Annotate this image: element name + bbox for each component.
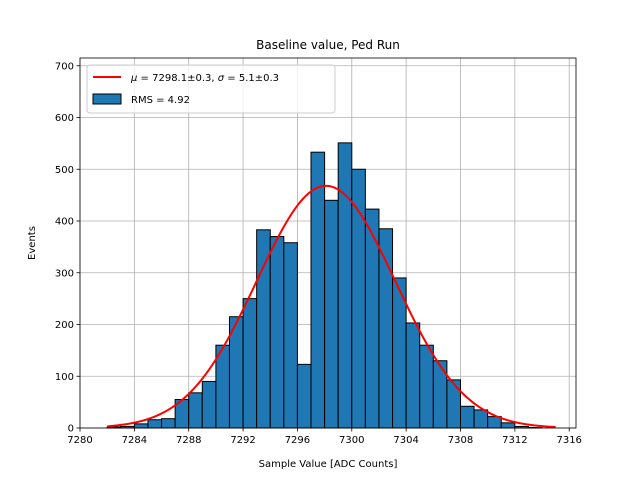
histogram-bar — [378, 228, 394, 429]
histogram-bar — [337, 142, 353, 429]
x-tick-label: 7280 — [67, 435, 92, 446]
legend-box — [86, 64, 336, 114]
y-tick-label: 100 — [55, 372, 74, 383]
histogram-bar — [419, 344, 434, 429]
x-tick-label: 7292 — [230, 435, 255, 446]
legend: μ = 7298.1±0.3, σ = 5.1±0.3 RMS = 4.92 — [86, 64, 336, 114]
x-tick-label: 7288 — [176, 435, 201, 446]
histogram-bar — [242, 298, 258, 429]
histogram-bar — [133, 423, 149, 429]
histogram-bar — [473, 409, 489, 429]
x-tick-label: 7296 — [285, 435, 310, 446]
legend-fit-sigma-symbol: σ — [218, 73, 225, 84]
x-tick-label: 7304 — [393, 435, 418, 446]
histogram-bar — [500, 422, 516, 429]
histogram-bars — [106, 142, 543, 429]
histogram-bar — [201, 380, 217, 429]
histogram-bar — [147, 419, 163, 429]
y-tick-label: 700 — [55, 61, 74, 72]
y-axis-ticks: 0 100 200 300 400 500 600 700 — [55, 61, 80, 435]
fit-curve — [107, 184, 556, 428]
y-tick-label: 0 — [68, 424, 74, 435]
histogram-bar — [459, 405, 475, 429]
histogram-bar — [405, 322, 421, 429]
y-tick-label: 300 — [55, 268, 74, 279]
x-tick-label: 7300 — [339, 435, 364, 446]
legend-fit-label: μ = 7298.1±0.3, σ = 5.1±0.3 — [130, 73, 279, 84]
x-tick-label: 7316 — [556, 435, 581, 446]
y-tick-label: 400 — [55, 217, 74, 228]
histogram-bar — [283, 242, 298, 429]
x-tick-label: 7308 — [448, 435, 473, 446]
legend-histogram-swatch — [92, 93, 122, 105]
y-tick-label: 600 — [55, 113, 74, 124]
histogram-bar — [256, 229, 271, 429]
histogram-bar — [310, 151, 326, 429]
x-tick-label: 7312 — [502, 435, 527, 446]
plot-frame — [79, 57, 577, 429]
legend-fit-mu-value: = 7298.1±0.3, — [137, 73, 217, 84]
y-axis-label: Events — [27, 226, 38, 260]
histogram-bar — [296, 363, 312, 429]
histogram-bar — [161, 418, 176, 429]
y-tick-label: 200 — [55, 320, 74, 331]
x-tick-label: 7284 — [122, 435, 147, 446]
chart-title: Baseline value, Ped Run — [256, 38, 400, 52]
legend-histogram-label: RMS = 4.92 — [131, 95, 190, 106]
histogram-bar — [324, 199, 339, 429]
x-axis-label: Sample Value [ADC Counts] — [259, 459, 398, 470]
histogram-bar — [269, 236, 285, 429]
histogram-bar — [188, 392, 203, 429]
legend-fit-sigma-value: = 5.1±0.3 — [224, 73, 279, 84]
histogram-bar — [351, 168, 366, 429]
histogram-bar — [446, 379, 461, 429]
legend-fit-mu-symbol: μ — [130, 73, 137, 84]
x-axis-ticks: 7280 7284 7288 7292 7296 7300 7304 7308 7312 7316 — [67, 428, 582, 446]
y-tick-label: 500 — [55, 165, 74, 176]
